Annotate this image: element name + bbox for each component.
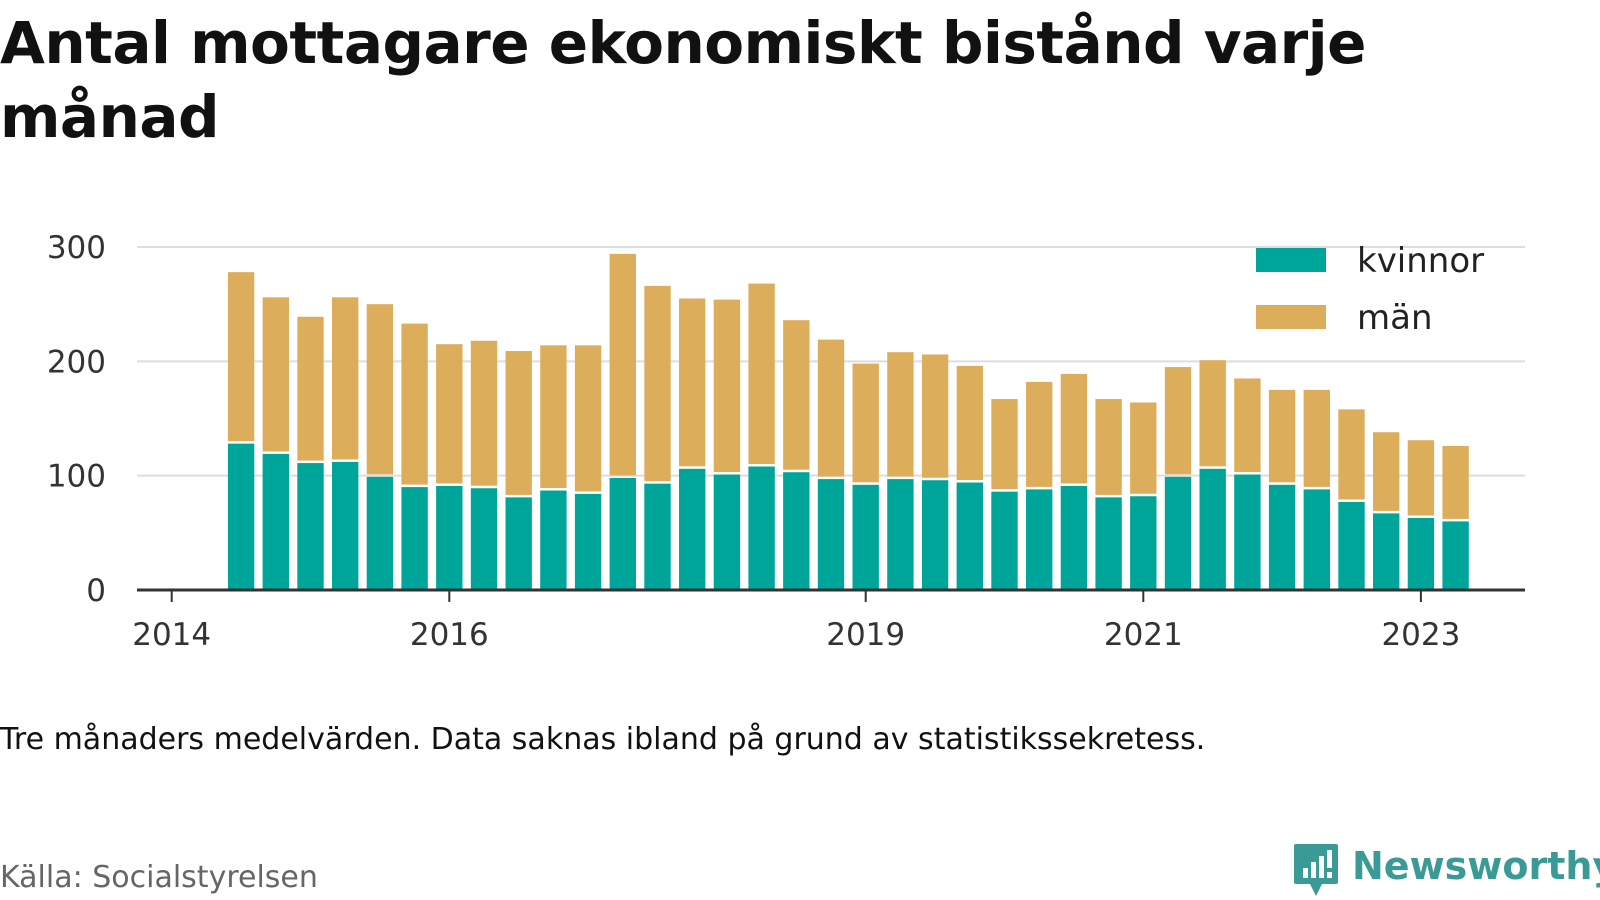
y-tick-label: 0 <box>86 573 106 609</box>
bar-man <box>1303 389 1330 487</box>
bar-man <box>1268 389 1296 483</box>
bar-kvinnor <box>1373 513 1400 590</box>
bar-man <box>956 365 983 481</box>
bar-kvinnor <box>401 487 428 590</box>
bar-kvinnor <box>887 479 914 590</box>
bar-kvinnor <box>1303 489 1330 590</box>
y-tick-label: 100 <box>47 459 106 495</box>
bar-kvinnor <box>1407 517 1435 590</box>
newsworthy-logo-text: Newsworthy <box>1352 844 1600 888</box>
bar-kvinnor <box>1199 468 1226 590</box>
bar-man <box>297 316 324 461</box>
bar-man <box>505 351 532 495</box>
x-tick-label: 2014 <box>132 617 211 653</box>
source-credit: Källa: Socialstyrelsen <box>0 860 318 895</box>
bar-kvinnor <box>679 468 706 590</box>
bar-man <box>1234 378 1261 473</box>
bar-man <box>1164 367 1192 475</box>
bar-kvinnor <box>783 472 810 590</box>
x-tick-label: 2019 <box>826 617 905 653</box>
bar-kvinnor <box>297 463 324 590</box>
bar-kvinnor <box>470 488 498 590</box>
bar-man <box>332 297 359 460</box>
bar-kvinnor <box>505 497 532 590</box>
bar-man <box>540 345 567 489</box>
bar-man <box>817 339 845 477</box>
bar-man <box>1095 399 1122 495</box>
bar-man <box>574 345 602 492</box>
x-tick-label: 2023 <box>1381 617 1460 653</box>
legend-swatch <box>1256 305 1326 329</box>
bar-kvinnor <box>1268 484 1296 590</box>
bar-man <box>366 304 394 475</box>
bar-kvinnor <box>991 491 1018 590</box>
bar-kvinnor <box>852 484 879 590</box>
legend-swatch <box>1256 248 1326 272</box>
bar-kvinnor <box>1026 489 1053 590</box>
bar-kvinnor <box>574 493 602 590</box>
bar-kvinnor <box>921 480 949 590</box>
bar-kvinnor <box>644 483 671 590</box>
bar-man <box>470 340 498 486</box>
bar-man <box>436 344 463 484</box>
bar-kvinnor <box>609 477 636 590</box>
bar-kvinnor <box>332 461 359 590</box>
bar-man <box>1442 445 1469 519</box>
bar-kvinnor <box>1095 497 1122 590</box>
bar-man <box>887 352 914 477</box>
newsworthy-logo-icon <box>1294 844 1338 896</box>
bar-man <box>991 399 1018 490</box>
legend-label: kvinnor <box>1357 241 1484 281</box>
bar-kvinnor <box>1442 521 1469 590</box>
bar-kvinnor <box>956 482 983 590</box>
bar-kvinnor <box>1130 496 1157 590</box>
bar-man <box>783 320 810 470</box>
y-tick-label: 300 <box>47 230 106 266</box>
bar-man <box>679 298 706 467</box>
bar-man <box>1060 373 1088 484</box>
bar-kvinnor <box>817 479 845 590</box>
bar-kvinnor <box>436 485 463 590</box>
x-tick-label: 2016 <box>410 617 489 653</box>
bar-man <box>262 297 289 452</box>
bar-man <box>227 272 255 442</box>
bar-man <box>1026 381 1053 487</box>
bar-kvinnor <box>1164 476 1192 590</box>
bar-kvinnor <box>262 453 289 590</box>
bar-man <box>1199 360 1226 467</box>
bar-kvinnor <box>748 466 775 590</box>
bar-kvinnor <box>540 490 567 590</box>
bar-kvinnor <box>1338 501 1365 590</box>
bar-man <box>713 299 741 473</box>
chart-note: Tre månaders medelvärden. Data saknas ib… <box>0 722 1206 757</box>
newsworthy-logo[interactable]: Newsworthy <box>1292 842 1600 900</box>
bar-kvinnor <box>1060 485 1088 590</box>
bar-man <box>1130 402 1157 494</box>
bar-kvinnor <box>227 443 255 590</box>
bar-kvinnor <box>1234 474 1261 590</box>
chart-title: Antal mottagare ekonomiskt bistånd varje… <box>0 9 1367 151</box>
bar-man <box>644 285 671 482</box>
bar-kvinnor <box>366 476 394 590</box>
bar-man <box>1407 440 1435 516</box>
stacked-bar-chart: 0 100 200 300 2014 2016 2019 2021 2023 kvinnor män <box>47 230 1525 653</box>
bar-man <box>1338 409 1365 500</box>
bar-man <box>401 323 428 485</box>
bar-man <box>921 354 949 478</box>
bar-man <box>748 283 775 465</box>
bar-man <box>852 363 879 483</box>
bar-man <box>1373 432 1400 511</box>
bar-kvinnor <box>713 474 741 590</box>
bar-man <box>609 253 636 476</box>
legend-label: män <box>1357 298 1433 338</box>
x-tick-label: 2021 <box>1104 617 1183 653</box>
y-tick-label: 200 <box>47 344 106 380</box>
